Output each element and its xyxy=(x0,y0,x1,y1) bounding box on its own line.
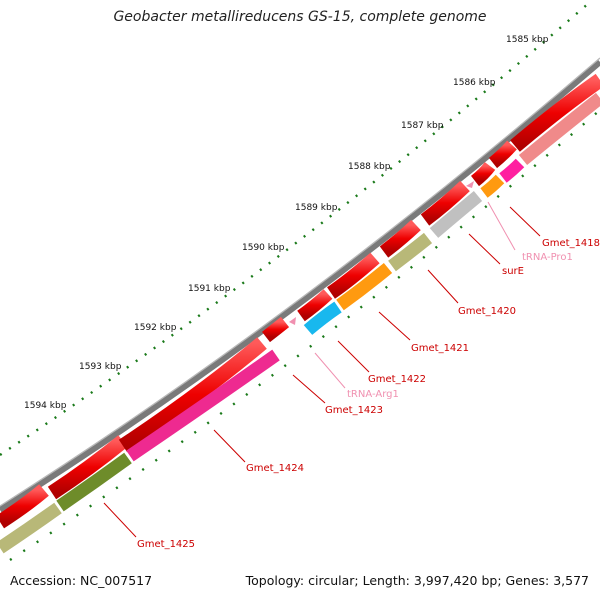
accession-text: Accession: NC_007517 xyxy=(10,573,153,588)
genome-backbone xyxy=(0,59,600,513)
cds-arrow xyxy=(262,316,290,343)
leader-gmet-1418 xyxy=(509,206,541,237)
cds-arrow xyxy=(297,289,333,322)
tick-label-1587: 1587 kbp xyxy=(401,121,444,131)
gene-label-gmet-1420: Gmet_1420 xyxy=(458,306,516,317)
leader-gmet-1423 xyxy=(292,374,326,404)
gene-label-gmet-1424: Gmet_1424 xyxy=(246,463,304,474)
cog-block xyxy=(56,452,132,512)
cds-arrow xyxy=(47,435,128,500)
cds-arrow xyxy=(379,219,421,258)
leader-gmet-1420 xyxy=(427,269,459,304)
tick-label-1592: 1592 kbp xyxy=(134,323,177,333)
cog-block xyxy=(0,502,62,554)
gene-label-trna-arg1: tRNA-Arg1 xyxy=(347,389,399,400)
cog-block xyxy=(518,92,600,166)
gene-label-trna-pro1: tRNA-Pro1 xyxy=(522,252,573,263)
label-leaders xyxy=(103,201,541,538)
trna-marker-arg1 xyxy=(289,317,296,325)
cds-arrow xyxy=(488,140,517,169)
tick-label-1593: 1593 kbp xyxy=(79,362,122,372)
cds-forward-track xyxy=(0,73,600,529)
cog-block xyxy=(126,349,280,462)
genome-summary-text: Topology: circular; Length: 3,997,420 bp… xyxy=(245,573,589,588)
leader-gmet-1425 xyxy=(103,502,137,538)
cog-track xyxy=(0,92,600,554)
outer-tick-ring xyxy=(0,1,591,456)
gene-label-sure: surE xyxy=(502,266,524,277)
tick-label-1586: 1586 kbp xyxy=(453,78,496,88)
cog-block xyxy=(499,158,525,183)
cog-block xyxy=(303,301,342,335)
cds-arrow xyxy=(118,337,267,453)
tick-label-1589: 1589 kbp xyxy=(295,203,338,213)
tick-label-1590: 1590 kbp xyxy=(242,243,285,253)
gene-labels: Gmet_1418 tRNA-Pro1 surE Gmet_1420 Gmet_… xyxy=(137,238,600,550)
gene-label-gmet-1425: Gmet_1425 xyxy=(137,539,195,550)
gene-label-gmet-1423: Gmet_1423 xyxy=(325,405,383,416)
leader-trna-pro1 xyxy=(487,201,516,251)
cds-arrow xyxy=(327,252,380,299)
cds-arrow xyxy=(470,162,496,187)
cds-arrow xyxy=(0,484,49,529)
leader-gmet-1424 xyxy=(213,429,246,463)
cog-block xyxy=(480,174,505,198)
gene-label-gmet-1421: Gmet_1421 xyxy=(411,343,469,354)
leader-trna-arg1 xyxy=(314,352,346,389)
trna-markers xyxy=(289,181,474,325)
cds-arrow xyxy=(420,180,470,226)
tick-label-1591: 1591 kbp xyxy=(188,284,231,294)
cog-block xyxy=(429,190,483,238)
cog-block xyxy=(388,232,433,272)
leader-gmet-1422 xyxy=(337,340,370,373)
cds-arrow xyxy=(510,73,600,152)
tick-label-1588: 1588 kbp xyxy=(348,162,391,172)
tick-labels: 1585 kbp 1586 kbp 1587 kbp 1588 kbp 1589… xyxy=(24,35,549,411)
tick-label-1585: 1585 kbp xyxy=(506,35,549,45)
leader-gmet-1421 xyxy=(378,311,411,341)
trna-marker-pro1 xyxy=(466,181,474,188)
gene-label-gmet-1422: Gmet_1422 xyxy=(368,374,426,385)
leader-sure xyxy=(468,233,501,265)
cog-block xyxy=(336,262,393,311)
tick-label-1594: 1594 kbp xyxy=(24,401,67,411)
gene-label-gmet-1418: Gmet_1418 xyxy=(542,238,600,249)
map-title: Geobacter metallireducens GS-15, complet… xyxy=(113,9,487,25)
